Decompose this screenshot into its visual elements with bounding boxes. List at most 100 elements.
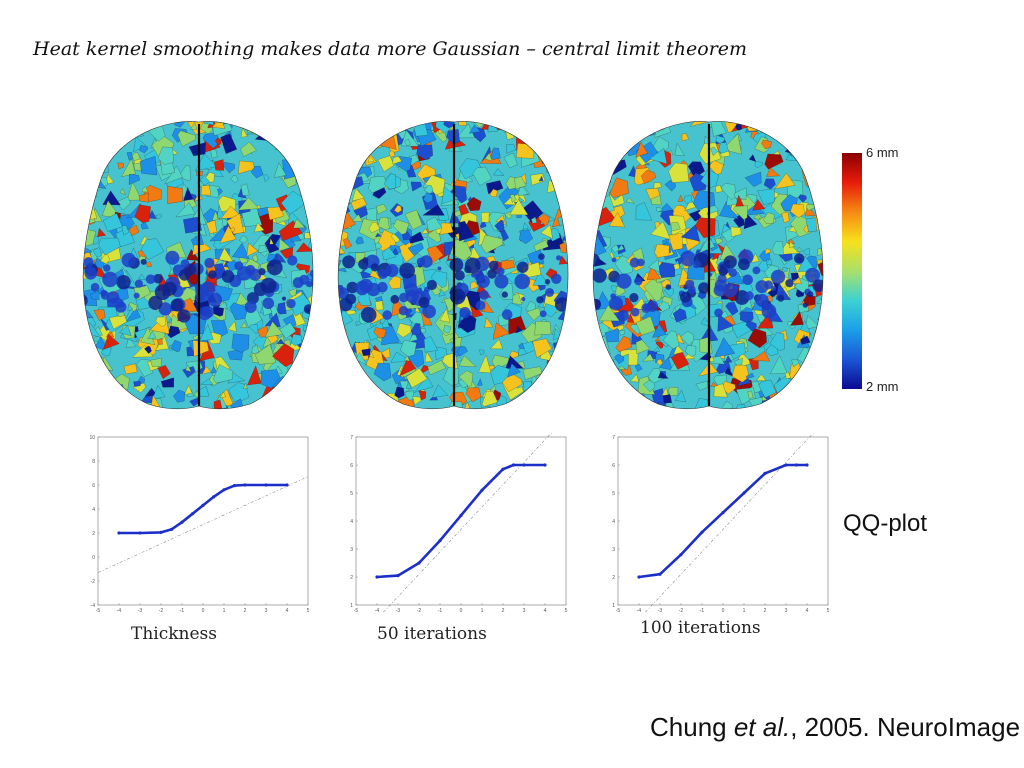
qq-data-point (285, 483, 289, 487)
qq-data-point (658, 572, 662, 576)
qq-x-tick-label: -4 (637, 608, 642, 613)
qq-y-tick-label: 7 (350, 435, 353, 441)
qq-x-tick-label: -4 (117, 608, 122, 613)
qq-data-point (480, 488, 484, 492)
qq-data-point (543, 463, 547, 467)
qq-data-point (742, 491, 746, 495)
qq-data-point (232, 484, 237, 488)
qq-x-tick-label: 1 (223, 608, 226, 613)
qq-data-point (117, 531, 121, 535)
qq-y-tick-label: 6 (92, 483, 95, 489)
qq-y-tick-label: 8 (92, 459, 95, 465)
qq-data-point (169, 527, 174, 531)
qq-x-tick-label: -5 (616, 608, 621, 613)
qq-y-tick-label: 2 (92, 531, 95, 537)
qq-y-tick-label: 6 (350, 463, 353, 469)
qq-y-tick-label: 1 (350, 603, 353, 609)
qq-reference-line (644, 433, 814, 613)
qq-x-tick-label: 2 (502, 608, 505, 613)
qq-data-point (190, 512, 195, 516)
qq-data-point (264, 483, 268, 487)
thickness-colorbar (842, 153, 862, 389)
qq-plot-100-iterations: -5 -4 -3 -2 -1 0 1 2 3 4 5 1 2 3 4 5 6 7 (612, 433, 830, 613)
qq-x-tick-label: -1 (700, 608, 705, 613)
qq-data-point (375, 575, 379, 579)
qq-y-tick-label: 3 (350, 547, 353, 553)
qq-data-point (637, 575, 641, 579)
qq-x-tick-label: 3 (785, 608, 788, 613)
qq-x-tick-label: 0 (722, 608, 725, 613)
qq-plot-50-iterations: -5 -4 -3 -2 -1 0 1 2 3 4 5 1 2 3 4 5 6 7 (350, 433, 568, 613)
qq-x-tick-label: -3 (396, 608, 401, 613)
qq-y-tick-label: 5 (612, 491, 615, 497)
qq-x-tick-label: 2 (764, 608, 767, 613)
caption-50-iterations: 50 iterations (377, 624, 487, 644)
qq-data-point (501, 467, 505, 471)
qq-x-tick-label: 0 (202, 608, 205, 613)
qq-x-tick-label: -3 (658, 608, 663, 613)
brain-rendering-50-iterations (337, 121, 569, 410)
qq-data-point (794, 463, 799, 467)
qq-data-point (805, 463, 809, 467)
qq-data-curve (638, 463, 807, 579)
qq-plot-label: QQ-plot (843, 510, 928, 537)
qq-x-tick-label: 3 (265, 608, 268, 613)
qq-x-tick-label: 4 (806, 608, 809, 613)
qq-y-tick-label: 0 (92, 555, 95, 561)
qq-x-tick-label: -3 (138, 608, 143, 613)
qq-x-tick-label: -5 (354, 608, 359, 613)
brain-rendering-100-iterations (592, 121, 824, 410)
qq-x-tick-label: -2 (417, 608, 422, 613)
qq-data-point (511, 463, 516, 467)
qq-reference-line (382, 433, 552, 613)
qq-data-point (396, 574, 400, 578)
qq-y-tick-label: 2 (612, 575, 615, 581)
qq-y-tick-label: -4 (91, 603, 96, 609)
qq-data-point (243, 483, 247, 487)
qq-data-curve (376, 463, 545, 579)
colorbar-min-label: 2 mm (866, 379, 899, 394)
qq-y-tick-label: 3 (612, 547, 615, 553)
qq-x-tick-label: -4 (375, 608, 380, 613)
qq-x-tick-label: 5 (827, 608, 830, 613)
qq-data-point (784, 463, 788, 467)
qq-data-point (522, 463, 526, 467)
qq-x-tick-label: 5 (565, 608, 568, 613)
qq-x-tick-label: 1 (481, 608, 484, 613)
qq-data-point (211, 495, 216, 499)
caption-100-iterations: 100 iterations (640, 618, 761, 638)
qq-y-tick-label: 4 (612, 519, 615, 525)
citation: Chung et al., 2005. NeuroImage (650, 712, 1020, 743)
qq-x-tick-label: -5 (96, 608, 101, 613)
qq-x-tick-label: 3 (523, 608, 526, 613)
qq-data-point (417, 561, 421, 565)
caption-thickness: Thickness (131, 624, 218, 644)
qq-x-tick-label: -1 (438, 608, 443, 613)
qq-data-point (138, 531, 142, 535)
qq-data-point (180, 520, 184, 524)
qq-y-tick-label: 5 (350, 491, 353, 497)
qq-data-point (201, 503, 205, 507)
qq-data-point (459, 513, 463, 517)
qq-data-point (679, 553, 683, 557)
qq-data-point (159, 530, 163, 534)
qq-plot-frame (617, 436, 829, 606)
colorbar-max-label: 6 mm (866, 145, 899, 160)
citation-et-al: et al. (733, 712, 791, 742)
qq-data-point (721, 511, 725, 515)
citation-authors: Chung (650, 712, 734, 742)
citation-source: , 2005. NeuroImage (790, 712, 1021, 742)
qq-y-tick-label: 1 (612, 603, 615, 609)
qq-data-point (700, 530, 704, 534)
qq-data-point (222, 488, 226, 492)
brain-rendering-thickness (82, 121, 314, 410)
qq-x-tick-label: 4 (544, 608, 547, 613)
qq-y-tick-label: 2 (350, 575, 353, 581)
qq-y-tick-label: 4 (92, 507, 95, 513)
slide-title: Heat kernel smoothing makes data more Ga… (33, 38, 748, 60)
qq-y-tick-label: -2 (91, 579, 96, 585)
qq-data-point (438, 539, 442, 543)
qq-x-tick-label: -2 (679, 608, 684, 613)
qq-x-tick-label: -2 (159, 608, 164, 613)
